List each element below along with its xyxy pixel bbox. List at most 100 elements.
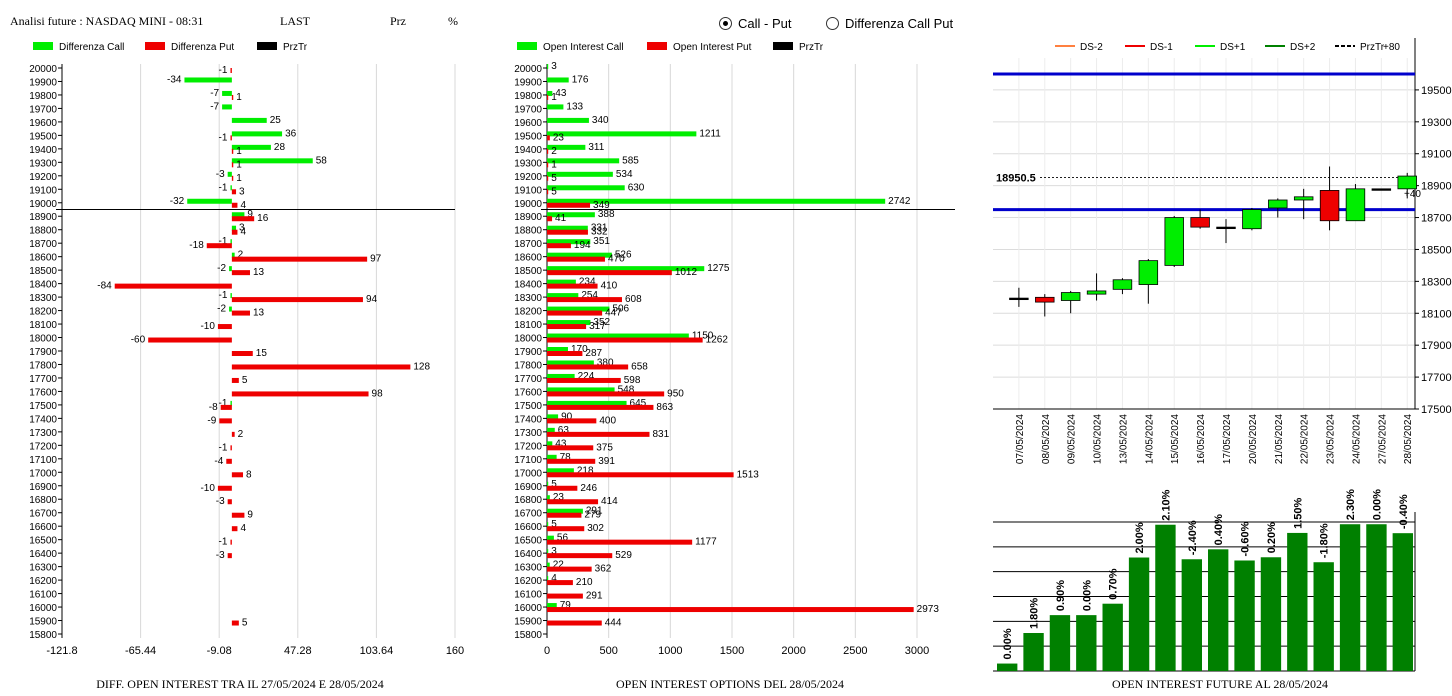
cs-ytick: 17500 bbox=[1421, 404, 1452, 416]
cs-xtick-date: 16/05/2024 bbox=[1196, 414, 1207, 464]
diff-ytick: 18700 bbox=[29, 239, 57, 250]
diff-legend-call-label: Differenza Call bbox=[59, 42, 124, 53]
cs-xtick-date: 15/05/2024 bbox=[1170, 414, 1181, 464]
fb-data-label: 0.00% bbox=[1371, 489, 1383, 520]
cs-legend-2-label: DS+1 bbox=[1220, 42, 1246, 53]
radio-diff-call-put-label: Differenza Call Put bbox=[845, 16, 954, 31]
oi-xtick: 1000 bbox=[658, 645, 682, 657]
oi-ytick: 18800 bbox=[514, 226, 542, 237]
oi-data-label: 1177 bbox=[695, 537, 717, 548]
oi-bar-call bbox=[547, 266, 705, 272]
oi-bar-call bbox=[547, 293, 579, 299]
diff-ytick: 18000 bbox=[29, 334, 57, 345]
cs-candle-body bbox=[1112, 279, 1133, 290]
diff-bar-call bbox=[231, 225, 237, 231]
diff-ytick: 20000 bbox=[29, 64, 57, 75]
diff-bar-put bbox=[231, 189, 237, 195]
diff-data-label: 97 bbox=[370, 254, 382, 265]
oi-data-label: 352 bbox=[593, 317, 610, 328]
radio-diff-call-put[interactable]: Differenza Call Put bbox=[826, 16, 953, 31]
oi-ytick: 19500 bbox=[514, 131, 542, 142]
diff-bar-call bbox=[230, 185, 232, 191]
oi-data-label: 529 bbox=[615, 550, 632, 561]
diff-bar-put bbox=[226, 458, 232, 464]
oi-bar-put bbox=[547, 310, 603, 316]
diff-data-label: 2 bbox=[238, 250, 244, 261]
oi-ytick: 19300 bbox=[514, 158, 542, 169]
oi-bar-call bbox=[547, 90, 553, 96]
cs-xtick-date: 28/05/2024 bbox=[1403, 414, 1414, 464]
oi-ytick: 16700 bbox=[514, 509, 542, 520]
cs-annotation: +40 bbox=[1404, 189, 1421, 200]
oi-data-label: 331 bbox=[591, 223, 608, 234]
oi-data-label: 43 bbox=[555, 88, 567, 99]
fb-bar bbox=[1023, 633, 1044, 671]
oi-bar-put bbox=[547, 216, 553, 222]
oi-ytick: 19400 bbox=[514, 145, 542, 156]
oi-bar-put bbox=[547, 377, 621, 383]
oi-bar-call bbox=[547, 603, 557, 609]
oi-data-label: 410 bbox=[601, 281, 618, 292]
diff-bar-put bbox=[231, 310, 250, 316]
oi-data-label: 1150 bbox=[692, 331, 714, 342]
oi-xtick: 2500 bbox=[843, 645, 867, 657]
cs-candle-body bbox=[1345, 188, 1366, 222]
cs-ytick: 17700 bbox=[1421, 372, 1452, 384]
oi-data-label: 23 bbox=[553, 132, 565, 143]
oi-bar-call bbox=[547, 64, 549, 69]
oi-bar-put bbox=[547, 512, 582, 518]
diff-data-label: 1 bbox=[236, 92, 242, 103]
oi-data-label: 1513 bbox=[737, 469, 760, 480]
diff-ytick: 15800 bbox=[29, 630, 57, 641]
fb-data-label: 1.80% bbox=[1029, 598, 1041, 629]
diff-data-label: 4 bbox=[240, 523, 246, 534]
oi-bar-call bbox=[547, 131, 697, 137]
diff-ytick: 17700 bbox=[29, 374, 57, 385]
oi-data-label: 218 bbox=[577, 465, 594, 476]
diff-bar-put bbox=[231, 216, 255, 222]
oi-data-label: 90 bbox=[561, 411, 573, 422]
oi-bar-call bbox=[547, 441, 553, 447]
oi-data-label: 1275 bbox=[707, 263, 730, 274]
header-pct-label: % bbox=[448, 14, 458, 28]
oi-bar-call bbox=[547, 252, 612, 258]
diff-ytick: 16000 bbox=[29, 603, 57, 614]
oi-ytick: 19000 bbox=[514, 199, 542, 210]
fb-data-label: -2.40% bbox=[1187, 520, 1199, 555]
diff-bar-put bbox=[231, 391, 369, 397]
oi-bar-put bbox=[547, 553, 613, 559]
diff-ytick: 16200 bbox=[29, 576, 57, 587]
oi-ytick: 17200 bbox=[514, 441, 542, 452]
oi-data-label: 43 bbox=[555, 438, 567, 449]
radio-call-put[interactable]: Call - Put bbox=[719, 16, 791, 31]
diff-ytick: 16300 bbox=[29, 563, 57, 574]
oi-data-label: 598 bbox=[624, 375, 641, 386]
cs-xtick-date: 20/05/2024 bbox=[1248, 414, 1259, 464]
oi-ytick: 17000 bbox=[514, 468, 542, 479]
oi-bar-put bbox=[547, 364, 629, 370]
diff-xtick: -65.44 bbox=[125, 645, 156, 657]
fb-bar bbox=[1260, 557, 1282, 671]
cs-xtick-date: 23/05/2024 bbox=[1326, 414, 1337, 464]
oi-ytick: 18200 bbox=[514, 307, 542, 318]
caption-diff-chart: DIFF. OPEN INTEREST TRA IL 27/05/2024 E … bbox=[96, 677, 384, 691]
diff-xtick: 47.28 bbox=[284, 645, 312, 657]
diff-bar-put bbox=[230, 445, 232, 451]
oi-data-label: 5 bbox=[551, 479, 557, 490]
oi-data-label: 332 bbox=[591, 227, 608, 238]
diff-bar-put bbox=[219, 418, 232, 424]
diff-data-label: -2 bbox=[217, 263, 226, 274]
oi-bar-call bbox=[547, 144, 586, 150]
fb-bar bbox=[1366, 524, 1387, 671]
diff-data-label: 36 bbox=[285, 128, 297, 139]
oi-bar-put bbox=[547, 607, 914, 613]
diff-data-label: 15 bbox=[256, 348, 268, 359]
diff-legend-prztr-label: PrzTr bbox=[283, 42, 308, 53]
oi-data-label: 176 bbox=[572, 74, 589, 85]
oi-data-label: 3 bbox=[551, 546, 557, 557]
oi-bar-call bbox=[547, 400, 627, 406]
diff-bar-call bbox=[231, 158, 313, 164]
oi-data-label: 311 bbox=[588, 142, 604, 153]
diff-data-label: 13 bbox=[253, 308, 265, 319]
radio-selected-icon bbox=[719, 17, 732, 30]
